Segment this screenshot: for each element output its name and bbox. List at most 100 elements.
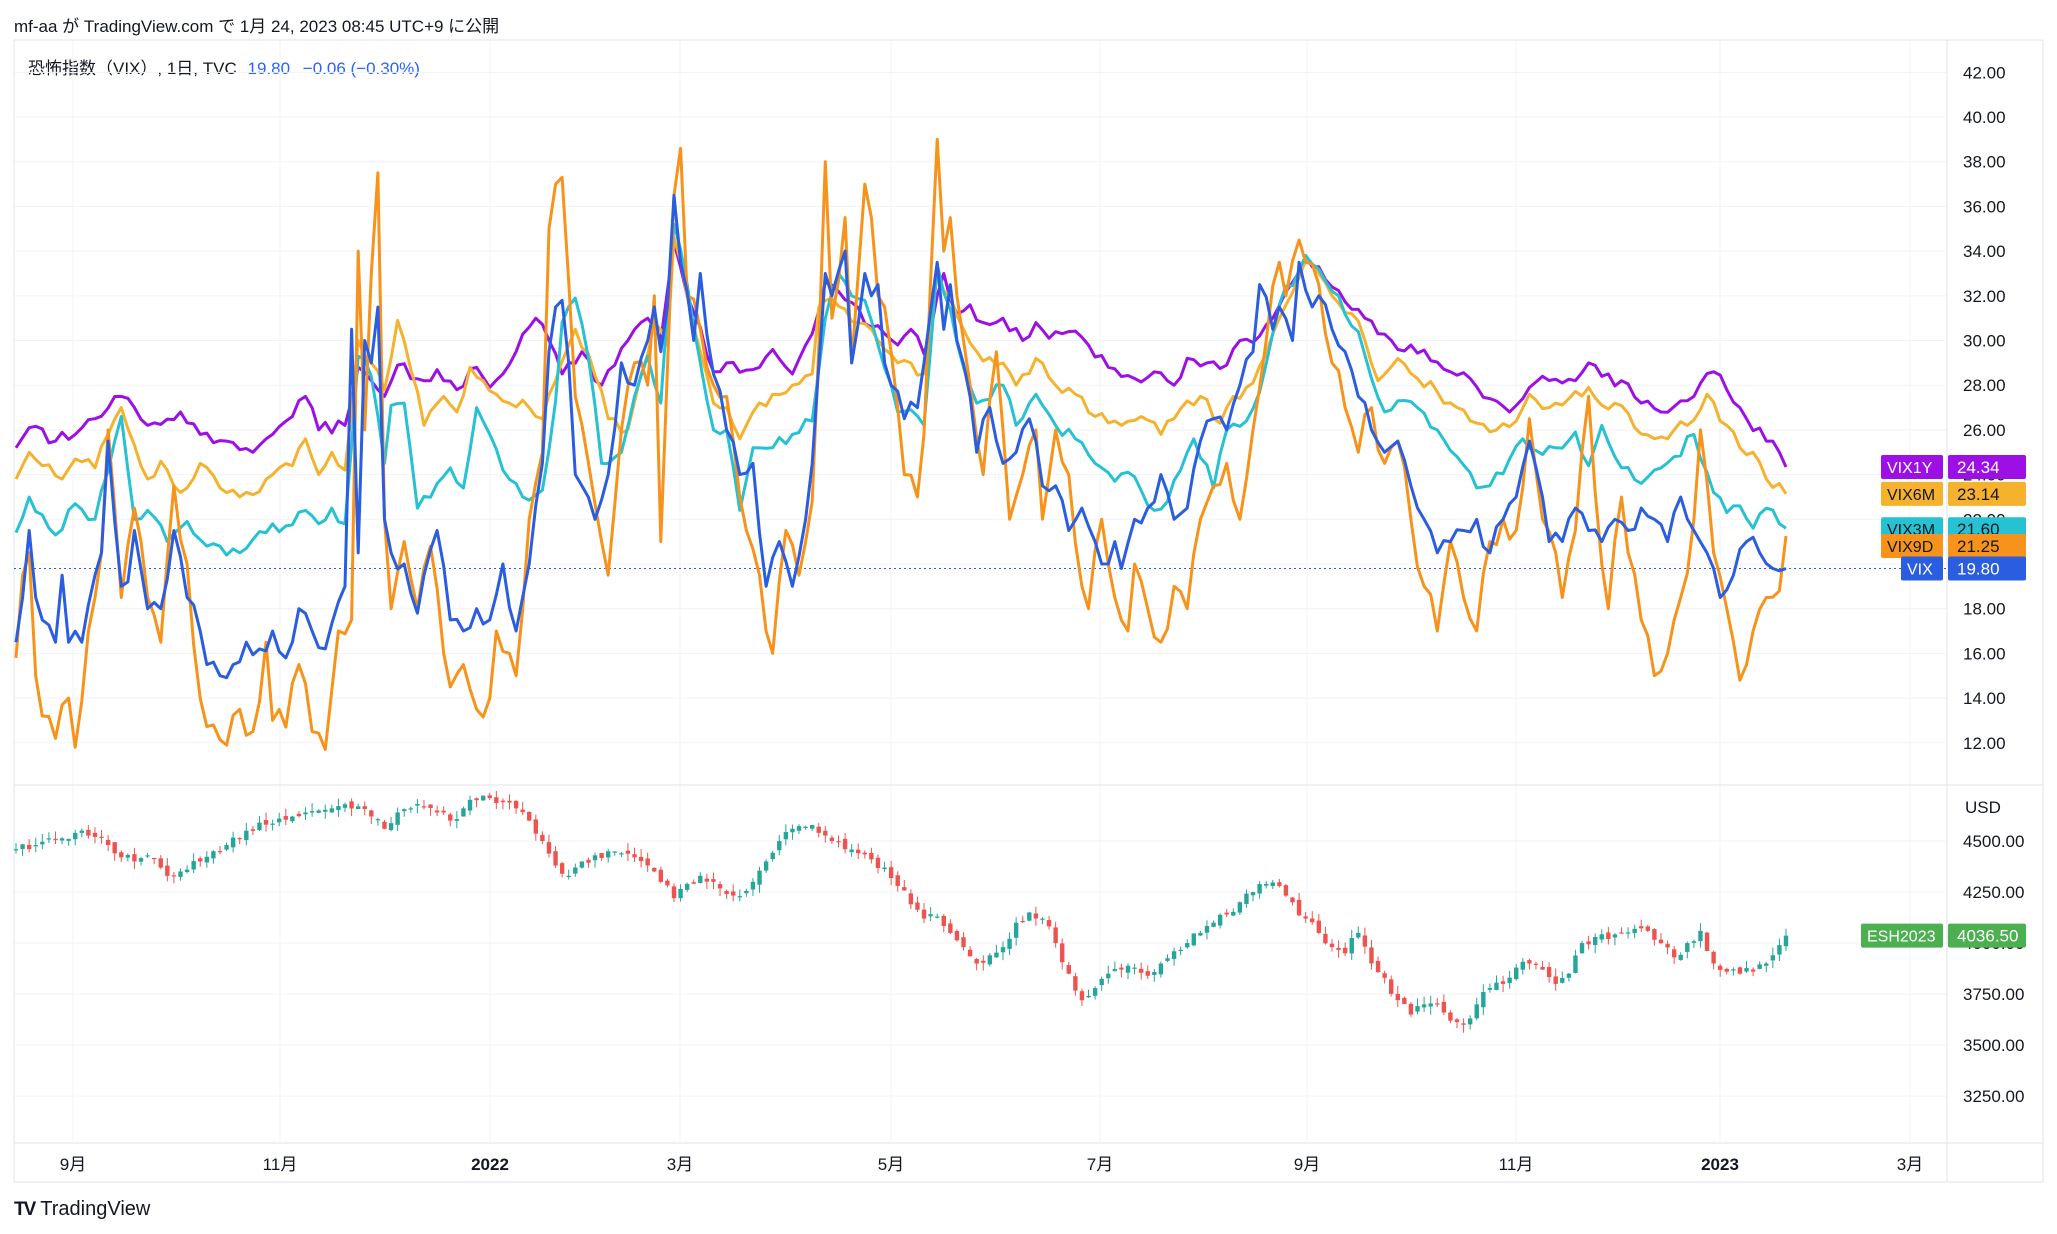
symbol-legend[interactable]: 恐怖指数（VIX）, 1日, TVC 19.80 −0.06 (−0.30%) (28, 54, 420, 79)
candle-body (428, 804, 433, 809)
candle-body (92, 832, 98, 837)
candle-body (954, 931, 960, 941)
candle-body (1283, 885, 1289, 896)
candle-body (421, 806, 427, 808)
candle-body (665, 880, 670, 886)
y-tick-label-top: 26.00 (1963, 421, 2006, 440)
candle-body (480, 795, 486, 801)
candle-body (1112, 969, 1118, 972)
x-tick-label: 11月 (263, 1155, 298, 1174)
candle-body (1619, 932, 1624, 934)
candle-body (507, 800, 512, 803)
y-tick-label-bottom: 4250.00 (1963, 883, 2024, 902)
candle-body (994, 952, 999, 958)
price-tag-name: VIX1Y (1887, 460, 1933, 477)
candle-body (1625, 932, 1631, 934)
candle-body (928, 914, 933, 917)
candle-body (671, 886, 677, 899)
candle-body (1323, 933, 1328, 944)
candle-body (1704, 932, 1710, 951)
candle-body (540, 834, 545, 842)
series-line-vix6m (14, 236, 1788, 499)
candle-body (908, 893, 914, 905)
candle-body (724, 891, 729, 895)
vix-series-group (14, 137, 1788, 751)
candle-body (1211, 922, 1216, 927)
price-tag-value-box (1948, 556, 2026, 581)
price-tag-value-box (1948, 455, 2026, 480)
candle-body (691, 882, 696, 884)
candle-body (1777, 945, 1782, 955)
candle-body (1382, 973, 1387, 978)
candle-body (605, 851, 611, 858)
candle-body (184, 869, 190, 873)
price-tag-name: VIX6M (1887, 487, 1935, 504)
price-tag-name-box (1881, 534, 1943, 559)
candle-body (1060, 943, 1065, 963)
candle-body (303, 812, 308, 815)
candle-body (53, 838, 58, 841)
candle-body (638, 856, 644, 862)
candle-body (1711, 951, 1716, 964)
candle-body (559, 863, 565, 874)
x-tick-label: 2023 (1701, 1155, 1739, 1174)
series-line-vix1y (14, 240, 1788, 468)
candle-body (625, 850, 631, 854)
candle-body (73, 832, 78, 840)
candle-body (178, 871, 183, 877)
candle-body (1092, 987, 1098, 996)
candle-body (1119, 967, 1124, 970)
candle-body (1750, 969, 1756, 972)
candle-body (1402, 997, 1407, 1005)
price-tag-name-box (1881, 455, 1943, 480)
candle-body (1020, 921, 1025, 923)
candle-body (1290, 897, 1295, 903)
candle-body (1415, 1006, 1420, 1012)
price-tag-name: VIX9D (1887, 539, 1933, 556)
footer-brand[interactable]: TV TradingView (14, 1198, 150, 1221)
candle-body (342, 804, 348, 808)
candle-body (915, 902, 920, 910)
candle-body (1362, 935, 1368, 947)
candle-body (1770, 955, 1776, 961)
axis-labels: 42.00 40.00 38.00 36.00 34.00 32.00 30.00 28.00… (60, 63, 2025, 1174)
candle-body (388, 823, 394, 831)
candle-body (1013, 922, 1019, 938)
series-line-vix (14, 193, 1787, 680)
candle-body (283, 816, 288, 820)
candle-body (26, 844, 32, 850)
candle-body (1612, 934, 1618, 938)
candle-body (323, 809, 328, 812)
candle-body (934, 916, 940, 918)
candle-body (1217, 914, 1223, 926)
price-tag-name-box (1881, 481, 1943, 506)
tradingview-logo-icon: TV (14, 1198, 36, 1220)
candle-body (1198, 932, 1203, 936)
candle-body (1514, 967, 1519, 980)
price-tag-vix: VIX 19.80 (1901, 556, 2026, 581)
candle-body (296, 813, 302, 817)
candle-body (191, 861, 196, 870)
candle-body (763, 861, 769, 871)
candle-body (1599, 934, 1604, 940)
price-tag-vix6m: VIX6M 23.14 (1881, 481, 2026, 506)
candle-body (1086, 995, 1091, 998)
candle-body (527, 811, 532, 821)
candle-body (1764, 963, 1769, 966)
candle-body (270, 823, 275, 825)
candle-body (1033, 913, 1039, 919)
candle-body (198, 858, 203, 862)
candle-body (836, 841, 841, 843)
candle-body (533, 819, 539, 834)
candle-body (704, 878, 710, 882)
candle-body (1691, 941, 1697, 943)
candle-body (658, 869, 664, 882)
candle-body (13, 849, 19, 851)
candle-body (1040, 918, 1045, 920)
candle-body (645, 858, 650, 866)
candle-body (66, 838, 71, 841)
candle-body (158, 858, 163, 868)
candle-body (487, 795, 492, 799)
